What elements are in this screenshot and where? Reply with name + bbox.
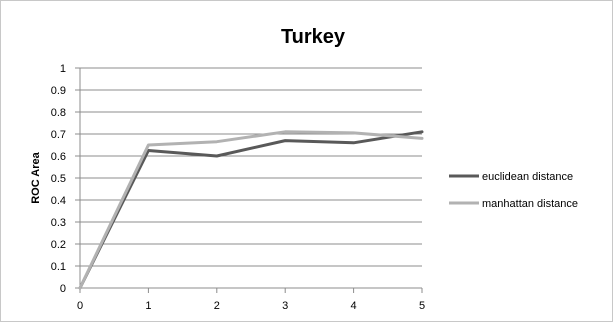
series-lines <box>78 130 424 290</box>
x-tick-label: 5 <box>419 300 425 312</box>
x-tick-label: 3 <box>282 300 288 312</box>
y-tick-label: 0.9 <box>51 85 66 97</box>
axes <box>75 67 423 293</box>
y-tick-label: 0.6 <box>51 151 66 163</box>
legend-label: euclidean distance <box>482 171 573 183</box>
y-tick-label: 0.7 <box>51 129 66 141</box>
x-tick-label: 2 <box>214 300 220 312</box>
x-tick-label: 4 <box>351 300 357 312</box>
series-line-1 <box>78 130 424 290</box>
line-chart: Turkey ROC Area 0 0.1 0.2 0.3 0.4 0.5 0.6 0.7 0.… <box>30 26 578 312</box>
y-tick-label: 0.1 <box>51 261 66 273</box>
y-tick-label: 1 <box>60 63 66 75</box>
series-line-0 <box>78 130 424 290</box>
y-tick-label: 0.3 <box>51 217 66 229</box>
legend-label: manhattan distance <box>482 198 578 210</box>
x-tick-label: 0 <box>77 300 83 312</box>
legend: euclidean distance manhattan distance <box>449 171 578 210</box>
y-tick-label: 0.4 <box>51 195 66 207</box>
y-tick-label: 0.2 <box>51 239 66 251</box>
chart-title: Turkey <box>281 26 346 48</box>
y-tick-label: 0.5 <box>51 173 66 185</box>
y-tick-labels: 0 0.1 0.2 0.3 0.4 0.5 0.6 0.7 0.8 0.9 1 <box>51 63 66 295</box>
y-axis-label: ROC Area <box>30 151 42 203</box>
y-tick-label: 0.8 <box>51 107 66 119</box>
x-tick-labels: 0 1 2 3 4 5 <box>77 300 425 312</box>
gridlines <box>80 67 422 267</box>
y-tick-label: 0 <box>60 283 66 295</box>
x-tick-label: 1 <box>145 300 151 312</box>
